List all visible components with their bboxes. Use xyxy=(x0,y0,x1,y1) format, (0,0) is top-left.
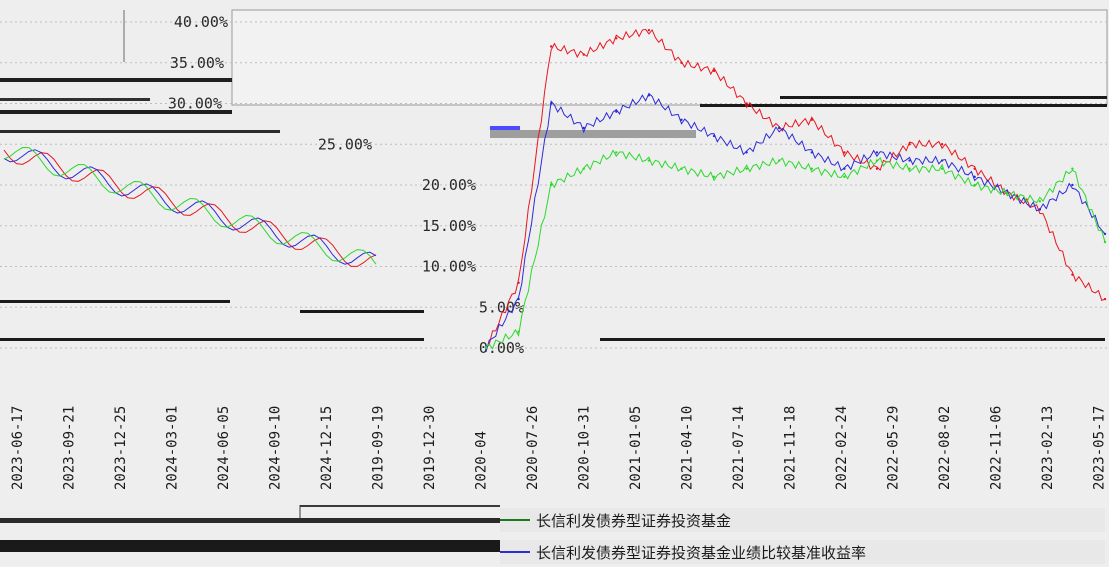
x-tick-label: 2024-09-10 xyxy=(268,406,284,490)
series-point xyxy=(712,69,716,73)
series-point xyxy=(1103,240,1107,244)
x-tick-label: 2020-07-26 xyxy=(525,406,541,490)
x-tick-label: 2024-12-15 xyxy=(319,406,335,490)
series-point xyxy=(745,102,748,105)
x-tick-label: 2022-02-24 xyxy=(834,406,850,490)
series-point xyxy=(549,45,553,48)
series-point xyxy=(810,151,813,154)
series-lines xyxy=(3,28,1107,353)
series-point xyxy=(843,151,846,154)
series-point xyxy=(973,183,976,187)
series-point xyxy=(1071,273,1074,276)
series-point xyxy=(908,143,911,146)
x-tick-label: 2024-06-05 xyxy=(216,406,232,490)
series-point xyxy=(973,175,976,179)
series-line-left-0 xyxy=(3,149,377,267)
series-point xyxy=(680,118,683,122)
series-point xyxy=(517,281,520,284)
x-tick-label: 2023-12-25 xyxy=(113,406,129,490)
series-point xyxy=(778,126,781,130)
x-tick-label: 2020-04 xyxy=(474,431,490,490)
x-tick-label: 2023-06-17 xyxy=(10,406,26,490)
series-point xyxy=(940,143,944,146)
series-point xyxy=(549,102,553,105)
y-tick-label: 10.00% xyxy=(422,258,476,276)
series-point xyxy=(908,167,911,170)
series-point xyxy=(1006,191,1009,195)
x-tick-label: 2019-09-19 xyxy=(371,406,387,490)
y-tick-label: 15.00% xyxy=(422,217,476,235)
series-point xyxy=(582,167,585,170)
series-point xyxy=(1038,200,1042,203)
legend-label-0: 长信利发债券型证券投资基金 xyxy=(536,512,731,530)
y-tick-label: 40.00% xyxy=(174,13,228,31)
series-point xyxy=(778,159,781,162)
series-point xyxy=(810,118,813,122)
series-point xyxy=(517,330,520,333)
series-point xyxy=(908,159,911,162)
series-point xyxy=(680,61,683,64)
series-point xyxy=(647,28,651,32)
x-tick-label: 2021-11-18 xyxy=(783,406,799,490)
series-point xyxy=(712,134,716,138)
legend-label-1: 长信利发债券型证券投资基金业绩比较基准收益率 xyxy=(536,544,866,562)
series-point xyxy=(843,175,846,179)
x-tick-label: 2021-01-05 xyxy=(628,406,644,490)
x-axis-ticks: 2023-06-17 2023-09-21 2023-12-25 2024-03-01… xyxy=(10,406,1108,490)
x-tick-label: 2021-04-10 xyxy=(680,406,696,490)
legend: 长信利发债券型证券投资基金 长信利发债券型证券投资基金业绩比较基准收益率 xyxy=(500,508,1105,564)
series-point xyxy=(940,159,944,162)
series-point xyxy=(680,167,683,170)
series-point xyxy=(647,159,651,162)
x-tick-label: 2022-05-29 xyxy=(886,406,902,490)
x-tick-label: 2022-08-02 xyxy=(937,406,953,490)
series-point xyxy=(1038,208,1042,211)
series-point xyxy=(973,167,976,170)
series-point xyxy=(712,175,716,179)
series-point xyxy=(647,94,651,97)
series-line-0 xyxy=(485,28,1106,349)
x-tick-label: 2024-03-01 xyxy=(165,406,181,490)
series-point xyxy=(549,183,553,187)
series-point xyxy=(615,37,618,40)
series-line-2 xyxy=(485,149,1106,350)
series-point xyxy=(843,167,846,170)
x-tick-label: 2021-07-14 xyxy=(731,406,747,490)
y-tick-label: 25.00% xyxy=(318,135,372,153)
series-point xyxy=(940,167,944,170)
series-line-left-1 xyxy=(3,149,377,265)
x-tick-label: 2023-05-17 xyxy=(1092,406,1108,490)
series-point xyxy=(810,167,813,170)
series-point xyxy=(1103,297,1107,301)
x-tick-label: 2019-12-30 xyxy=(422,406,438,490)
x-tick-label: 2020-10-31 xyxy=(577,406,593,490)
y-tick-label: 20.00% xyxy=(422,176,476,194)
series-point xyxy=(582,126,585,130)
series-point xyxy=(1103,232,1107,236)
series-point xyxy=(1071,167,1074,170)
series-point xyxy=(745,167,748,170)
y-tick-label: 30.00% xyxy=(168,95,222,113)
y-tick-label: 35.00% xyxy=(170,54,224,72)
series-point xyxy=(745,151,748,154)
x-tick-label: 2022-11-06 xyxy=(989,406,1005,490)
series-line-left-2 xyxy=(3,147,377,265)
x-tick-label: 2023-09-21 xyxy=(62,406,78,490)
y-tick-label: 0.00% xyxy=(479,339,524,357)
series-point xyxy=(1071,183,1074,187)
series-point xyxy=(875,159,879,162)
series-point xyxy=(484,346,488,350)
series-point xyxy=(875,167,879,170)
x-tick-label: 2023-02-13 xyxy=(1040,406,1056,490)
series-point xyxy=(615,110,618,113)
series-point xyxy=(517,297,520,301)
series-point xyxy=(615,151,618,154)
y-axis-ticks: 0.00%5.00%10.00%15.00%20.00%25.00%30.00%… xyxy=(168,13,524,357)
series-point xyxy=(875,151,879,154)
series-point xyxy=(582,53,585,56)
